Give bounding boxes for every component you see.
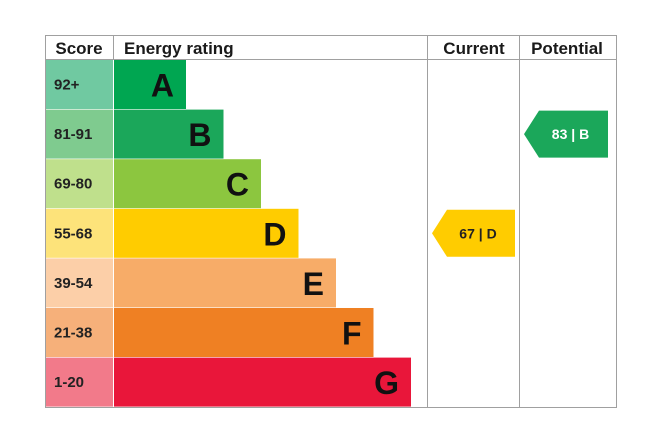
band-bar-e — [114, 258, 336, 308]
score-cell-e — [46, 258, 113, 308]
band-bar-d — [114, 208, 299, 258]
band-letter-c: C — [226, 167, 249, 203]
score-cell-d — [46, 208, 113, 258]
band-bar-a — [114, 60, 186, 109]
score-cell-a — [46, 60, 113, 109]
score-label-a: 92+ — [54, 77, 80, 94]
score-label-e: 39-54 — [54, 275, 93, 292]
score-cell-f — [46, 308, 113, 357]
potential-rating-label: 83 | B — [552, 126, 589, 142]
band-letter-d: D — [263, 216, 286, 252]
score-header: Score — [55, 39, 102, 58]
score-cell-c — [46, 159, 113, 209]
score-label-f: 21-38 — [54, 325, 92, 342]
score-label-g: 1-20 — [54, 374, 84, 391]
current-header: Current — [443, 39, 505, 58]
score-label-b: 81-91 — [54, 126, 92, 143]
band-bar-b — [114, 109, 224, 159]
band-letter-b: B — [188, 117, 211, 153]
band-letter-f: F — [342, 316, 362, 352]
potential-header: Potential — [531, 39, 603, 58]
band-bar-g — [114, 357, 411, 407]
score-label-c: 69-80 — [54, 176, 92, 193]
band-letter-g: G — [374, 365, 399, 401]
current-arrow — [432, 209, 515, 257]
table-grid — [45, 35, 617, 408]
current-rating-label: 67 | D — [459, 225, 496, 241]
rating-bands: 92+ A 81-91 B 69-80 C 55-68 D 39-54 E 21-38 F 1-20 G — [46, 60, 411, 407]
band-bar-f — [114, 308, 374, 357]
band-bar-c — [114, 159, 261, 209]
score-cell-b — [46, 109, 113, 159]
score-cell-g — [46, 357, 113, 407]
energy-rating-header: Energy rating — [124, 39, 234, 58]
band-letter-a: A — [151, 68, 174, 104]
band-letter-e: E — [303, 266, 324, 302]
potential-arrow — [524, 110, 608, 158]
score-label-d: 55-68 — [54, 225, 92, 242]
rating-arrows: 67 | D 83 | B — [432, 110, 608, 257]
